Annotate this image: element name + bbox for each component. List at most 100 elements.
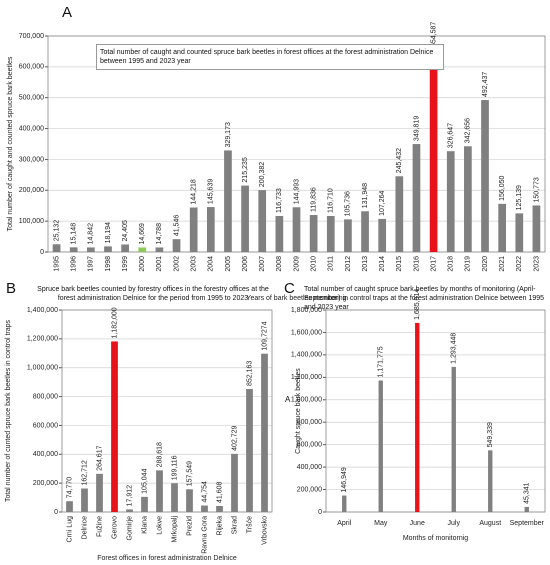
value-label: 326,647 <box>448 123 455 148</box>
value-label: 15,148 <box>71 223 78 245</box>
value-label: 200,382 <box>259 162 266 187</box>
y-tick-label: 1,000,000 <box>291 397 322 404</box>
y-tick-label: 0 <box>40 249 44 256</box>
bar <box>189 207 198 252</box>
bar <box>156 470 163 512</box>
x-tick-label: 1998 <box>105 256 112 272</box>
y-tick-label: 600,000 <box>19 64 44 71</box>
bar <box>378 218 387 252</box>
x-tick-label: 2000 <box>139 256 146 272</box>
value-label: 14,788 <box>156 223 163 245</box>
value-label: 162,712 <box>81 460 88 485</box>
bar <box>498 203 507 252</box>
chart-title: Total number of caught and counted spruc… <box>96 44 444 70</box>
value-label: 125,139 <box>516 185 523 210</box>
value-label: 1,293,448 <box>451 333 458 364</box>
bar <box>224 150 232 252</box>
x-tick-label: Tršće <box>246 516 253 533</box>
bar <box>141 496 148 512</box>
bar <box>52 244 61 252</box>
value-label: 288,618 <box>156 442 163 467</box>
x-tick-label: 2017 <box>430 256 437 272</box>
bar <box>241 185 249 252</box>
panel-letter: A <box>62 4 73 21</box>
x-axis-label: Months of monitornig <box>403 535 468 542</box>
value-label: 14,842 <box>88 223 95 245</box>
bar <box>412 144 421 252</box>
x-tick-label: April <box>337 520 351 527</box>
y-tick-label: 1,400,000 <box>27 307 58 314</box>
x-axis-label: Forest offices in forest administration … <box>97 555 237 562</box>
value-label: 1,685,014 <box>414 289 421 320</box>
value-label: 329,173 <box>225 122 232 147</box>
y-axis-label: Total number of cunted spruce bark beetl… <box>5 319 12 502</box>
bar <box>361 211 369 252</box>
bar <box>395 176 404 252</box>
x-tick-label: Gerovo <box>111 516 118 539</box>
bar <box>155 247 164 252</box>
value-label: 116,710 <box>328 188 335 213</box>
bar <box>121 244 129 252</box>
bar <box>86 247 95 252</box>
value-label: 105,044 <box>141 468 148 493</box>
value-label: 144,993 <box>293 179 300 204</box>
value-label: 264,617 <box>96 445 103 470</box>
bar <box>292 207 301 252</box>
x-tick-label: Skrad <box>231 516 238 534</box>
x-tick-label: 2013 <box>362 256 369 272</box>
x-tick-label: July <box>448 520 461 527</box>
value-label: 24,405 <box>122 220 129 242</box>
y-tick-label: 1,200,000 <box>291 374 322 381</box>
bar <box>344 219 352 252</box>
y-tick-label: 0 <box>54 509 58 516</box>
value-label: 14,669 <box>139 223 146 245</box>
bar <box>524 506 529 512</box>
y-tick-label: 600,000 <box>33 422 58 429</box>
value-label: 17,912 <box>126 485 133 507</box>
value-label: 199,116 <box>171 455 178 480</box>
x-tick-label: 1999 <box>122 256 129 272</box>
value-label: 25,132 <box>53 220 60 242</box>
y-tick-label: 1,000,000 <box>27 365 58 372</box>
value-label: 109,7274 <box>261 321 268 350</box>
x-tick-label: August <box>479 520 501 527</box>
x-tick-label: May <box>374 520 388 527</box>
x-tick-label: 1995 <box>53 256 60 272</box>
value-label: 18,194 <box>105 222 112 244</box>
value-label: 45,341 <box>524 482 531 504</box>
value-label: 654,587 <box>430 22 437 47</box>
x-tick-label: Rijeka <box>216 516 223 536</box>
value-label: 342,656 <box>465 118 472 143</box>
value-label: 116,733 <box>276 188 283 213</box>
bar <box>126 509 133 512</box>
x-tick-label: June <box>410 520 425 527</box>
x-tick-label: 2003 <box>191 256 198 272</box>
x-axis-label: Years of bark beetles monitoring <box>246 295 346 302</box>
x-tick-label: Crni Lug <box>66 516 73 543</box>
y-tick-label: 800,000 <box>297 419 322 426</box>
value-label: 44,754 <box>201 481 208 503</box>
x-tick-label: 2005 <box>225 256 232 272</box>
value-label: 549,339 <box>487 422 494 447</box>
value-label: 146,949 <box>341 467 348 492</box>
y-tick-label: 1,200,000 <box>27 336 58 343</box>
bar <box>186 489 193 512</box>
x-tick-label: 2014 <box>379 256 386 272</box>
x-tick-label: 2016 <box>413 256 420 272</box>
bar <box>81 488 88 512</box>
value-label: 105,736 <box>345 191 352 216</box>
value-label: 107,264 <box>379 190 386 215</box>
x-tick-label: 2019 <box>465 256 472 272</box>
x-tick-label: 2010 <box>310 256 317 272</box>
bar <box>378 380 383 512</box>
bar <box>172 239 181 252</box>
panel-letter: C <box>284 280 295 297</box>
x-tick-label: 2009 <box>293 256 300 272</box>
x-tick-label: 2015 <box>396 256 403 272</box>
x-tick-label: September <box>510 520 545 527</box>
x-tick-label: 2021 <box>499 256 506 272</box>
value-label: 131,948 <box>362 183 369 208</box>
x-tick-label: 1996 <box>71 256 78 272</box>
x-tick-label: 2008 <box>276 256 283 272</box>
